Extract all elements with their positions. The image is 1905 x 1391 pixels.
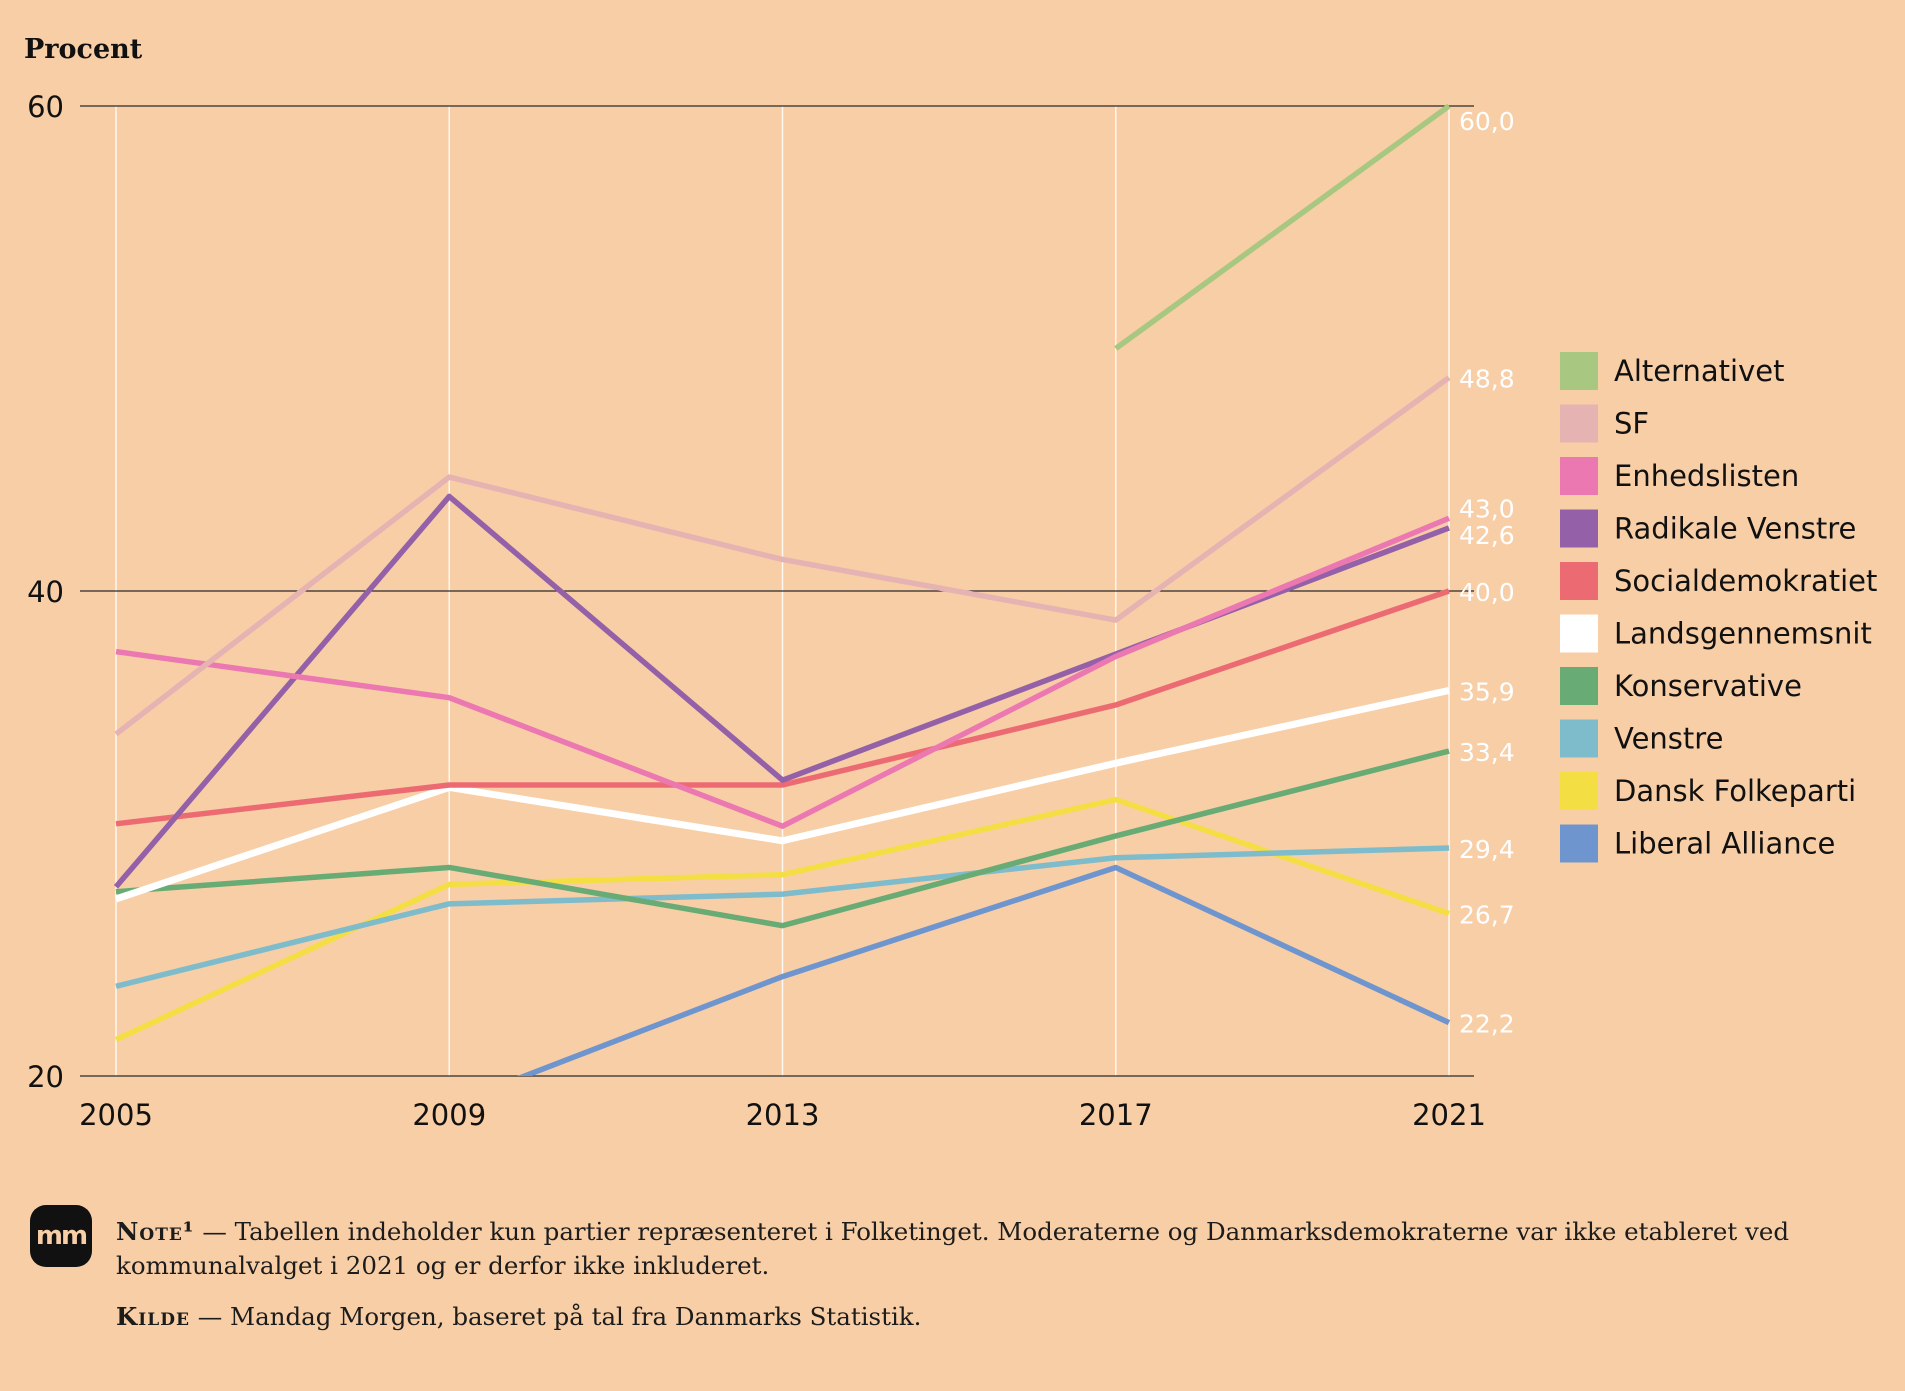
legend-swatch xyxy=(1560,457,1598,495)
series-line-konservative xyxy=(115,748,1450,929)
source-text: Mandag Morgen, baseret på tal fra Danmar… xyxy=(230,1302,922,1331)
end-value-label: 42,6 xyxy=(1459,521,1515,550)
y-tick-label: 60 xyxy=(27,90,64,124)
note-dash: — xyxy=(202,1217,235,1246)
legend-swatch xyxy=(1560,614,1598,653)
y-axis-title: Procent xyxy=(24,34,143,65)
y-tick-label: 20 xyxy=(27,1060,64,1094)
legend-label: Enhedslisten xyxy=(1614,459,1799,493)
end-value-label: 40,0 xyxy=(1459,578,1515,607)
end-value-label: 43,0 xyxy=(1459,494,1515,523)
line-chart: Procent 20 40 60 2005 2009 2013 2017 2021 60,0 48,… xyxy=(24,34,1877,1132)
legend-label: Alternativet xyxy=(1614,354,1784,388)
x-tick-label: 2009 xyxy=(412,1098,486,1132)
legend-label: Venstre xyxy=(1614,722,1723,756)
legend-swatch xyxy=(1560,562,1598,600)
series-line-venstre xyxy=(115,845,1450,989)
end-value-label: 33,4 xyxy=(1459,738,1515,767)
y-tick-label: 40 xyxy=(27,575,64,609)
x-tick-label: 2013 xyxy=(746,1098,820,1132)
note-text: Tabellen indeholder kun partier repræsen… xyxy=(116,1217,1790,1280)
x-tick-label: 2017 xyxy=(1079,1098,1153,1132)
legend-label: SF xyxy=(1614,407,1649,441)
series-line-socialdemokratiet xyxy=(115,588,1450,827)
legend-label: Konservative xyxy=(1614,669,1802,703)
series-lines xyxy=(113,103,1451,1076)
source-lead: Kilde xyxy=(116,1302,190,1331)
series-line-liberal-alliance xyxy=(517,864,1451,1076)
end-value-label: 60,0 xyxy=(1459,107,1515,136)
end-value-label: 48,8 xyxy=(1459,365,1515,394)
legend-label: Dansk Folkeparti xyxy=(1614,774,1856,808)
series-line-sf xyxy=(114,375,1451,737)
series-line-dansk-folkeparti xyxy=(114,796,1450,1043)
legend-swatch xyxy=(1560,719,1598,758)
note: Note¹ — Tabellen indeholder kun partier … xyxy=(116,1215,1876,1283)
legend-swatch xyxy=(1560,352,1598,390)
legend-swatch xyxy=(1560,824,1598,863)
end-value-label: 22,2 xyxy=(1459,1010,1515,1039)
series-line-enhedslisten xyxy=(115,515,1451,829)
x-tick-label: 2021 xyxy=(1412,1098,1486,1132)
series-line-landsgennemsnit xyxy=(114,687,1450,903)
end-value-label: 26,7 xyxy=(1459,901,1515,930)
legend-label: Radikale Venstre xyxy=(1614,512,1856,546)
legend-label: Liberal Alliance xyxy=(1614,827,1835,861)
legend-swatch xyxy=(1560,509,1598,548)
legend-swatch xyxy=(1560,404,1598,443)
series-line-alternativet xyxy=(1114,103,1451,351)
source: Kilde — Mandag Morgen, baseret på tal fr… xyxy=(116,1300,1876,1334)
legend-swatch xyxy=(1560,667,1598,705)
legend-swatch xyxy=(1560,772,1598,810)
source-dash: — xyxy=(197,1302,230,1331)
legend-label: Landsgennemsnit xyxy=(1614,617,1872,651)
legend-label: Socialdemokratiet xyxy=(1614,564,1877,598)
end-value-label: 35,9 xyxy=(1459,677,1515,706)
logo-mm: mm xyxy=(30,1205,92,1267)
note-lead: Note¹ xyxy=(116,1217,195,1246)
legend: Alternativet SF Enhedslisten Radikale Venst… xyxy=(1560,352,1877,863)
end-value-label: 29,4 xyxy=(1459,835,1515,864)
x-tick-label: 2005 xyxy=(79,1098,153,1132)
